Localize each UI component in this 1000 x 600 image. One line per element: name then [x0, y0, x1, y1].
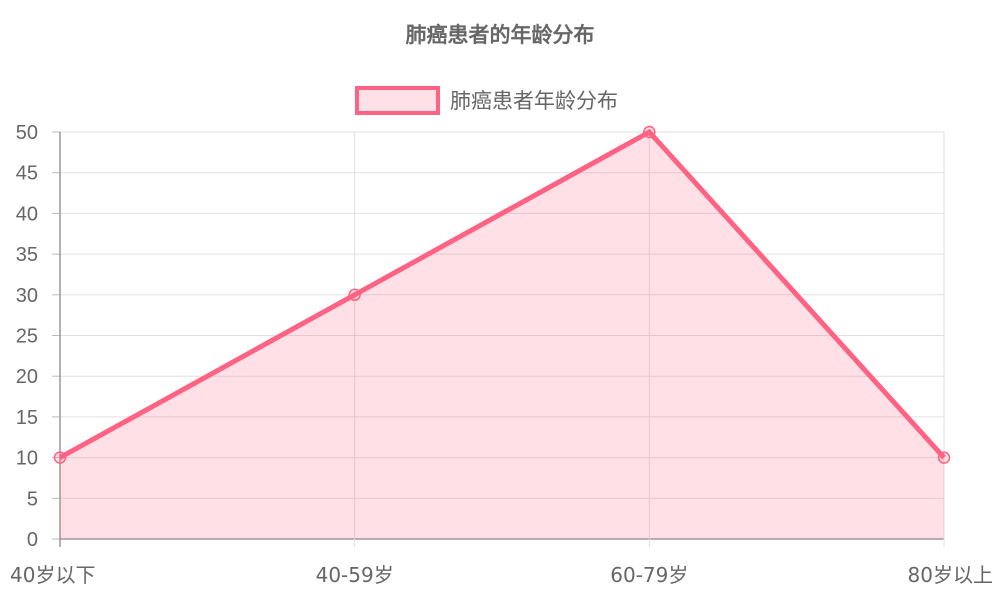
y-tick-label: 45: [16, 163, 38, 185]
y-tick-label: 5: [27, 488, 38, 510]
series-area: [53, 125, 951, 539]
y-tick-label: 15: [16, 407, 38, 429]
series-line: [58, 128, 946, 460]
data-point[interactable]: [53, 451, 67, 464]
data-point[interactable]: [348, 288, 361, 302]
data-point[interactable]: [937, 451, 951, 464]
chart-title: 肺癌患者的年龄分布: [406, 23, 595, 47]
y-tick-label: 25: [16, 326, 38, 348]
data-point[interactable]: [643, 125, 656, 139]
y-axis-ticks: 0 5 10 15 20 25 30 35 40 45 50: [16, 122, 38, 551]
x-tick-label: 80岁以上: [908, 563, 993, 587]
x-tick-label: 40岁以下: [10, 563, 95, 587]
x-tick-label: 60-79岁: [610, 563, 688, 587]
x-axis-ticks: 40岁以下 40-59岁 60-79岁 80岁以上: [10, 563, 993, 587]
y-tick-label: 30: [16, 285, 38, 307]
legend-swatch: [355, 86, 440, 115]
y-tick-label: 10: [16, 448, 38, 470]
x-tick-label: 40-59岁: [316, 563, 394, 587]
y-tick-label: 50: [16, 122, 38, 144]
legend-label: 肺癌患者年龄分布: [450, 89, 618, 113]
y-tick-label: 40: [16, 203, 38, 225]
y-tick-label: 20: [16, 366, 38, 388]
y-tick-label: 35: [16, 244, 38, 266]
legend[interactable]: 肺癌患者年龄分布: [355, 86, 618, 115]
y-tick-label: 0: [27, 529, 38, 551]
series-area-fill: [60, 132, 944, 539]
